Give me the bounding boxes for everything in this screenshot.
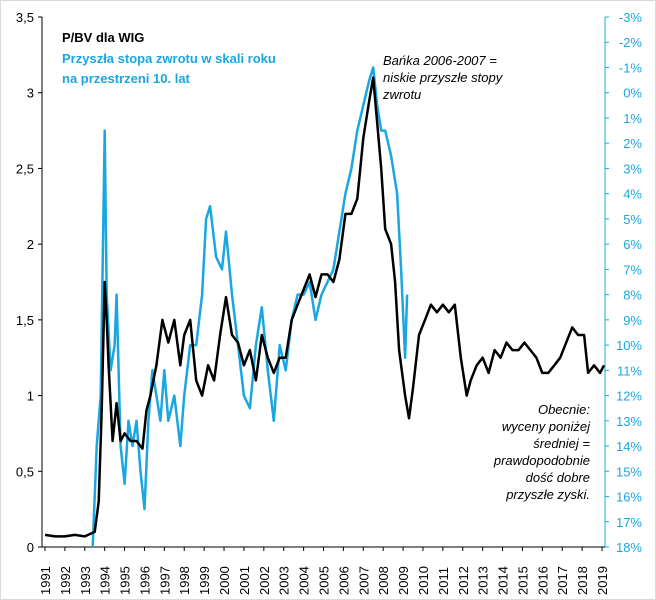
chart-title: P/BV dla WIG xyxy=(62,30,144,45)
x-tick-label: 1991 xyxy=(38,566,53,595)
y2-tick-label: 3% xyxy=(623,161,642,176)
y2-tick-label: 13% xyxy=(616,414,642,429)
x-tick-label: 1998 xyxy=(177,566,192,595)
series-line xyxy=(91,66,409,548)
x-tick-label: 2013 xyxy=(476,566,491,595)
x-tick-label: 2015 xyxy=(515,566,530,595)
annotation: prawdopodobnie xyxy=(493,453,590,468)
x-tick-label: 2010 xyxy=(416,566,431,595)
y-tick-label: 1,5 xyxy=(16,313,34,328)
y2-tick-label: 1% xyxy=(623,111,642,126)
y2-tick-label: 15% xyxy=(616,464,642,479)
annotation: średniej = xyxy=(533,436,590,451)
x-tick-label: 1996 xyxy=(137,566,152,595)
chart-subtitle: Przyszła stopa zwrotu w skali roku xyxy=(62,51,276,66)
annotation: niskie przyszłe stopy xyxy=(383,70,504,85)
annotation: przyszłe zyski. xyxy=(505,487,590,502)
annotation: Obecnie: xyxy=(538,402,590,417)
y2-tick-label: -1% xyxy=(619,60,643,75)
y2-tick-label: 14% xyxy=(616,439,642,454)
x-tick-label: 1997 xyxy=(157,566,172,595)
x-tick-label: 2014 xyxy=(496,566,511,595)
x-tick-label: 2001 xyxy=(237,566,252,595)
x-tick-label: 2003 xyxy=(277,566,292,595)
y-tick-label: 3,5 xyxy=(16,10,34,25)
x-tick-label: 1992 xyxy=(58,566,73,595)
y-tick-label: 3 xyxy=(27,86,34,101)
chart-subtitle: na przestrzeni 10. lat xyxy=(62,71,191,86)
x-tick-label: 2018 xyxy=(575,566,590,595)
x-tick-label: 2012 xyxy=(456,566,471,595)
x-tick-label: 2000 xyxy=(217,566,232,595)
y2-tick-label: 9% xyxy=(623,313,642,328)
annotation: Bańka 2006-2007 = xyxy=(383,53,497,68)
y2-tick-label: 5% xyxy=(623,212,642,227)
y2-tick-label: 11% xyxy=(617,363,642,378)
y2-tick-label: 16% xyxy=(616,490,642,505)
x-tick-label: 2019 xyxy=(595,566,610,595)
y-tick-label: 0 xyxy=(27,540,34,555)
x-tick-label: 1993 xyxy=(78,566,93,595)
annotation: dość dobre xyxy=(526,470,590,485)
y-tick-label: 2 xyxy=(27,237,34,252)
annotation: zwrotu xyxy=(382,87,421,102)
x-tick-label: 2002 xyxy=(257,566,272,595)
y-tick-label: 0,5 xyxy=(16,464,34,479)
x-tick-label: 2017 xyxy=(555,566,570,595)
x-tick-label: 2009 xyxy=(396,566,411,595)
x-tick-label: 1995 xyxy=(118,566,133,595)
y2-tick-label: 7% xyxy=(623,262,642,277)
series-line xyxy=(44,76,606,538)
x-tick-label: 2006 xyxy=(336,566,351,595)
y2-tick-label: 18% xyxy=(616,540,642,555)
y2-tick-label: 0% xyxy=(623,86,642,101)
x-tick-label: 2007 xyxy=(356,566,371,595)
y2-tick-label: 2% xyxy=(623,136,642,151)
y-tick-label: 1 xyxy=(27,389,34,404)
y-tick-label: 2,5 xyxy=(16,161,34,176)
y2-tick-label: 6% xyxy=(623,237,642,252)
y2-tick-label: 4% xyxy=(623,187,642,202)
y2-tick-label: 12% xyxy=(616,389,642,404)
x-tick-label: 2008 xyxy=(376,566,391,595)
x-tick-label: 1994 xyxy=(98,566,113,595)
annotation: wyceny poniżej xyxy=(502,419,591,434)
y2-tick-label: 17% xyxy=(616,515,642,530)
x-tick-label: 2011 xyxy=(436,567,451,595)
y2-tick-label: -3% xyxy=(619,10,643,25)
x-tick-label: 2005 xyxy=(317,566,332,595)
y2-tick-label: 8% xyxy=(623,288,642,303)
x-tick-label: 1999 xyxy=(197,566,212,595)
x-tick-label: 2016 xyxy=(535,566,550,595)
y2-tick-label: -2% xyxy=(619,35,643,50)
x-tick-label: 2004 xyxy=(297,566,312,595)
y2-tick-label: 10% xyxy=(616,338,642,353)
